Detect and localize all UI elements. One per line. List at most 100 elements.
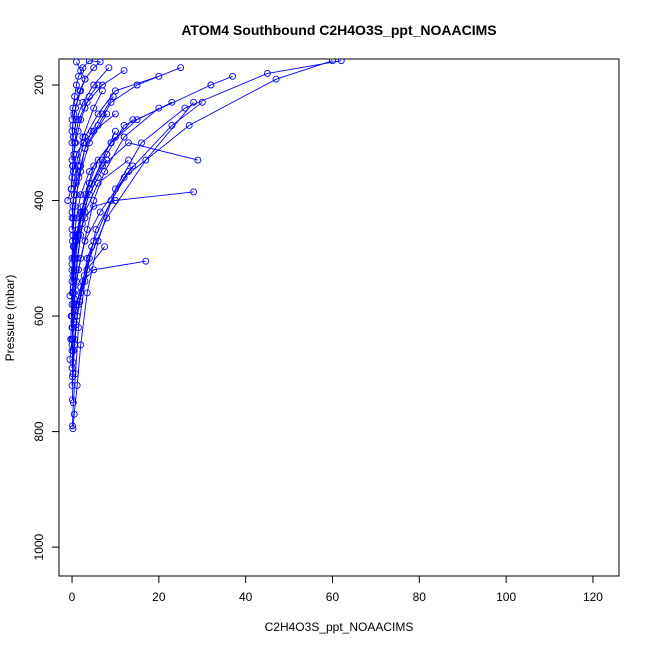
data-point — [190, 98, 198, 106]
data-point — [101, 168, 109, 176]
data-point — [168, 98, 176, 106]
series-line — [72, 60, 342, 429]
data-point — [80, 272, 88, 280]
plot-frame — [58, 58, 620, 577]
data-point — [68, 139, 76, 147]
x-axis-label: C2H4O3S_ppt_NOAACIMS — [265, 620, 414, 634]
y-axis-label: Pressure (mbar) — [3, 275, 17, 362]
x-tick-label: 40 — [239, 590, 253, 604]
y-axis: 200 400 600 800 1000 — [32, 75, 59, 560]
data-point — [81, 133, 89, 141]
data-point — [94, 156, 102, 164]
data-point — [207, 81, 215, 89]
data-point — [70, 150, 78, 158]
data-point — [125, 139, 132, 147]
data-point — [69, 399, 77, 407]
data-point — [142, 257, 150, 265]
data-point — [125, 168, 132, 176]
data-point — [85, 179, 93, 187]
data-point — [337, 59, 345, 65]
data-point — [103, 156, 111, 164]
data-point — [72, 277, 80, 285]
data-point — [263, 69, 271, 77]
data-point — [101, 243, 109, 251]
data-point — [67, 335, 75, 343]
series-line — [72, 60, 333, 426]
data-point — [79, 133, 87, 141]
data-point — [229, 72, 237, 80]
data-point — [85, 59, 93, 65]
data-point — [90, 81, 98, 89]
data-point — [129, 162, 137, 170]
data-point — [111, 197, 119, 204]
data-point — [74, 127, 82, 135]
y-tick-label: 200 — [32, 75, 46, 95]
data-point — [85, 93, 93, 100]
series-line — [71, 60, 90, 120]
plot-area — [64, 59, 345, 433]
y-tick-label: 1000 — [32, 533, 46, 560]
data-point — [83, 266, 91, 274]
data-point — [77, 289, 85, 297]
data-point — [155, 104, 163, 112]
data-point — [69, 104, 77, 112]
data-point — [85, 191, 93, 199]
y-tick-label: 800 — [32, 421, 46, 441]
x-tick-label: 80 — [413, 590, 427, 604]
data-point — [81, 104, 89, 112]
data-point — [73, 312, 81, 320]
data-point — [94, 173, 102, 181]
series-profile — [68, 93, 117, 216]
data-point — [72, 59, 80, 66]
data-point — [69, 283, 77, 291]
data-point — [71, 341, 79, 349]
data-point — [69, 324, 76, 332]
series-profile — [69, 59, 345, 433]
data-point — [272, 75, 280, 83]
data-point — [69, 422, 76, 430]
data-point — [71, 93, 79, 100]
data-point — [96, 59, 104, 66]
data-point — [107, 139, 115, 147]
data-point — [79, 64, 87, 72]
data-point — [125, 156, 132, 164]
data-point — [79, 208, 87, 216]
data-point — [96, 208, 104, 216]
data-point — [198, 98, 206, 106]
data-point — [105, 64, 113, 72]
data-point — [69, 197, 77, 204]
data-point — [98, 81, 106, 89]
data-point — [133, 116, 141, 124]
data-point — [120, 67, 128, 75]
data-point — [177, 64, 185, 72]
data-point — [129, 116, 137, 124]
data-point — [83, 289, 91, 297]
data-point — [70, 410, 78, 418]
data-point — [98, 110, 106, 118]
data-point — [142, 156, 150, 164]
series-profile — [68, 156, 132, 372]
x-axis: 0 20 40 60 80 100 120 — [69, 576, 603, 604]
data-point — [85, 139, 93, 147]
series-line — [70, 191, 194, 317]
x-tick-label: 0 — [69, 590, 76, 604]
data-point — [88, 243, 96, 251]
data-point — [72, 179, 80, 187]
data-point — [90, 64, 98, 72]
data-point — [67, 185, 75, 193]
series-line — [71, 61, 86, 132]
data-point — [77, 191, 85, 199]
series-profile — [68, 72, 163, 222]
data-point — [168, 121, 176, 129]
series-line — [71, 84, 99, 178]
data-point — [70, 301, 78, 308]
data-point — [194, 156, 202, 164]
data-point — [68, 116, 76, 124]
data-point — [83, 254, 91, 262]
data-point — [190, 188, 198, 196]
data-point — [81, 145, 89, 152]
data-point — [120, 133, 128, 141]
x-tick-label: 60 — [326, 590, 340, 604]
data-point — [68, 347, 76, 355]
data-point — [90, 104, 98, 112]
